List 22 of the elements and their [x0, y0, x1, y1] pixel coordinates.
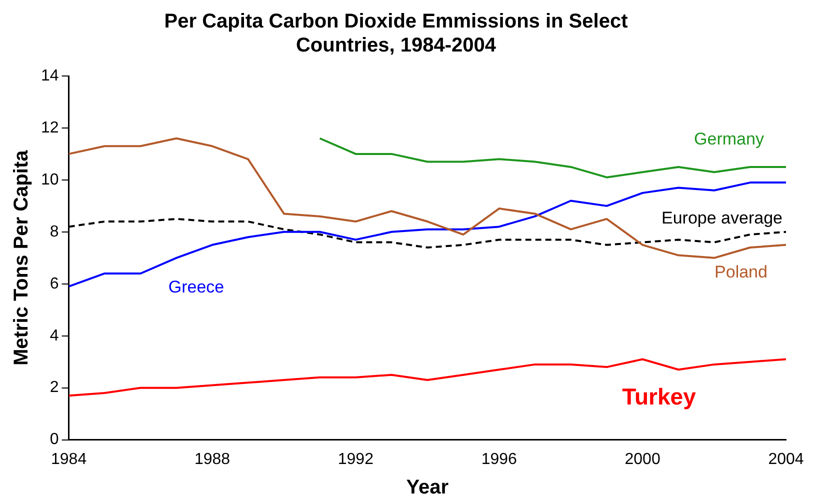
x-tick-label: 1996 — [481, 450, 518, 468]
chart-title: Per Capita Carbon Dioxide Emmissions in Select Countries, 1984-2004 — [164, 10, 628, 57]
x-tick-label: 1984 — [51, 450, 87, 468]
y-tick-label: 8 — [50, 223, 59, 240]
series-label: Turkey — [622, 384, 696, 410]
x-tick-label: 2004 — [768, 450, 804, 468]
series-label: Germany — [694, 130, 764, 149]
y-tick-label: 6 — [50, 275, 59, 292]
x-tick-label: 1988 — [194, 450, 230, 468]
x-tick-label: 1992 — [338, 450, 374, 468]
y-tick-label: 14 — [41, 67, 59, 84]
y-tick-label: 12 — [41, 119, 59, 136]
y-tick-label: 4 — [50, 327, 59, 344]
x-axis-title: Year — [406, 476, 449, 499]
y-tick-label: 10 — [41, 171, 59, 188]
series-label: Poland — [714, 262, 768, 282]
y-axis-title: Metric Tons Per Capita — [10, 149, 33, 366]
y-tick-label: 0 — [50, 431, 59, 448]
y-tick-label: 2 — [50, 379, 59, 396]
x-tick-label: 2000 — [624, 450, 660, 468]
series-label: Europe average — [662, 208, 782, 228]
series-label: Greece — [168, 278, 224, 297]
